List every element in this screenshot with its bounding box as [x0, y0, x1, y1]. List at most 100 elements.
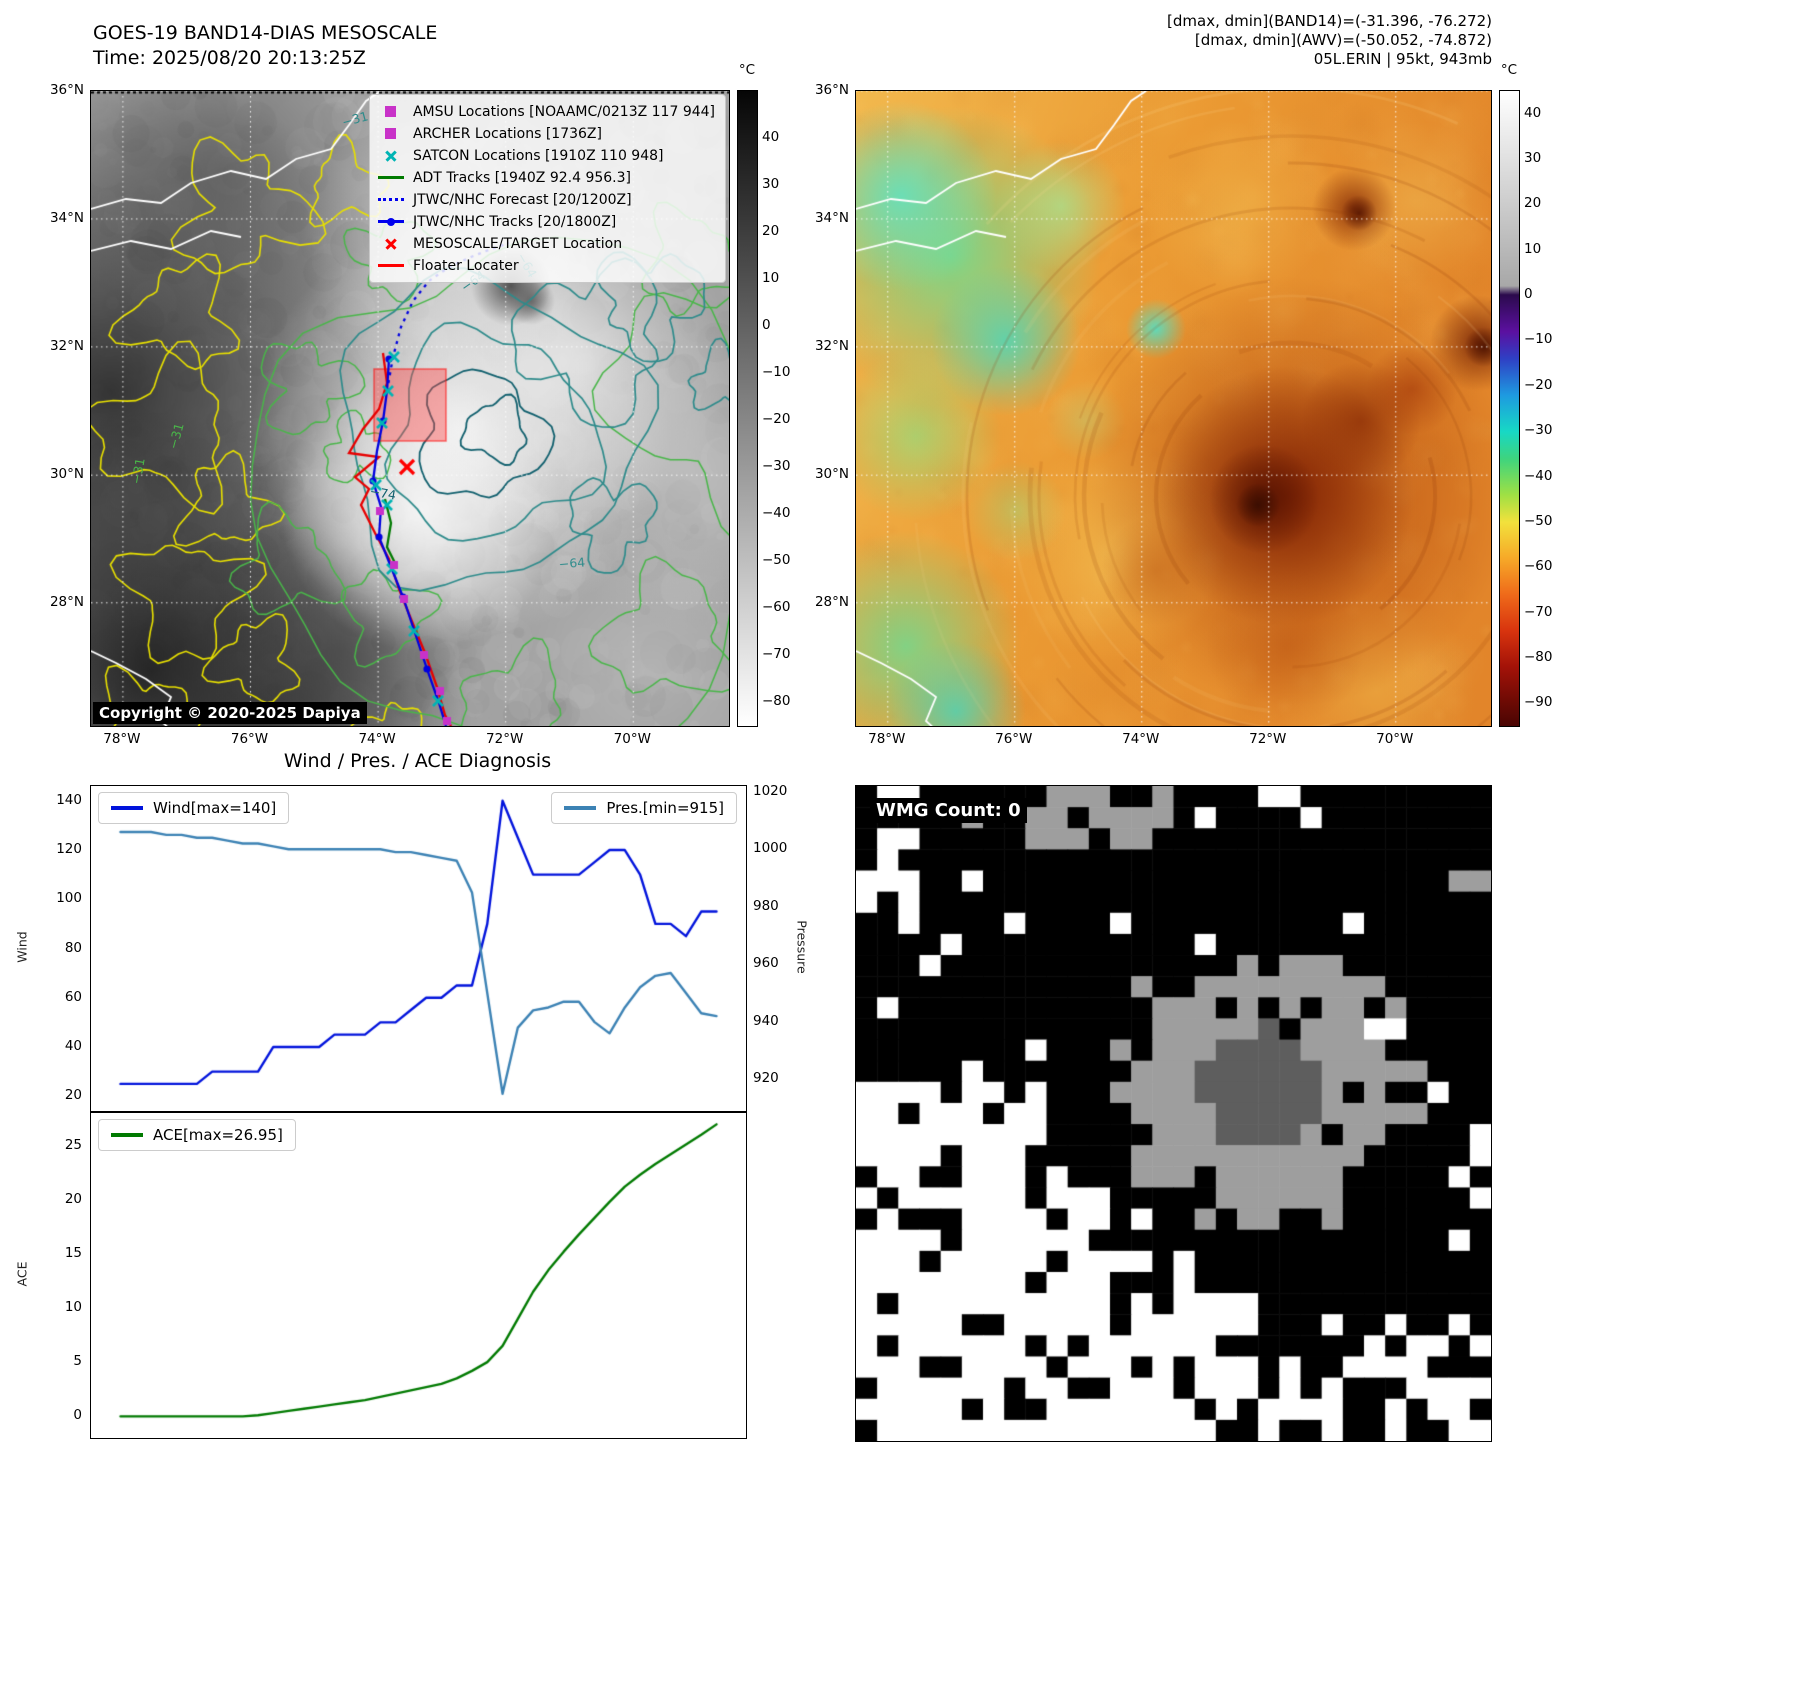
lon-tick-label: 74°W [1122, 731, 1160, 747]
wind-pressure-lines [91, 786, 746, 1111]
wmg-grid-image [856, 786, 1491, 1441]
y-axis-label: Pressure [794, 920, 810, 974]
y-axis-tick-label: 1000 [753, 840, 788, 857]
lat-tick-label: 36°N [49, 82, 84, 98]
pressure-line-swatch [564, 806, 597, 810]
legend-item-label: ARCHER Locations [1736Z] [412, 125, 602, 142]
y-axis-tick-label: 140 [56, 791, 82, 808]
lat-tick-label: 32°N [49, 337, 84, 354]
lat-tick-label: 30°N [814, 466, 849, 483]
colorbar-tick-label: 40 [762, 129, 780, 146]
legend-item: MESOSCALE/TARGET Location [378, 233, 715, 254]
legend-item: ARCHER Locations [1736Z] [378, 123, 715, 144]
colorbar-tick-label: −30 [1524, 422, 1553, 439]
wind-pressure-chart [90, 785, 747, 1112]
y-axis-tick-label: 100 [56, 890, 82, 907]
colorbar-tick-label: −70 [762, 646, 791, 663]
legend-item: Floater Locater [377, 255, 715, 276]
storm-id-intensity-text: 05L.ERIN | 95kt, 943mb [1313, 50, 1492, 68]
colorbar-tick-label: −20 [762, 411, 791, 428]
dmax-dmin-band14-text: [dmax, dmin](BAND14)=(-31.396, -76.272) [1167, 12, 1492, 30]
lon-tick-label: 76°W [230, 731, 269, 747]
y-axis-tick-label: 5 [73, 1353, 82, 1370]
wmg-panel: WMG Count: 0 [855, 785, 1492, 1442]
line-marker-icon [377, 259, 404, 273]
y-axis-tick-label: 60 [64, 988, 82, 1005]
y-axis-tick-label: 40 [64, 1037, 82, 1054]
lon-tick-label: 78°W [868, 731, 906, 747]
awv-colorbar [1499, 90, 1520, 727]
contour-label: −64 [557, 554, 586, 572]
colorbar-tick-label: −50 [1524, 512, 1553, 529]
colorbar-tick-label: 20 [762, 223, 780, 240]
legend-item-label: AMSU Locations [NOAAMC/0213Z 117 944] [412, 103, 715, 120]
y-axis-tick-label: 20 [64, 1087, 82, 1104]
colorbar-tick-label: −10 [762, 364, 791, 381]
legend-item-label: JTWC/NHC Forecast [20/1200Z] [412, 191, 632, 208]
legend-item: JTWC/NHC Forecast [20/1200Z] [377, 189, 715, 210]
copyright-label: Copyright © 2020-2025 Dapiya [93, 702, 367, 724]
ace-chart [90, 1112, 747, 1439]
lon-tick-label: 70°W [1376, 731, 1414, 747]
colorbar-tick-label: −30 [762, 458, 791, 475]
awv-map-panel [855, 90, 1492, 727]
colorbar-tick-label: 0 [762, 317, 771, 334]
y-axis-tick-label: 920 [753, 1070, 779, 1087]
legend-item: ADT Tracks [1940Z 92.4 956.3] [377, 167, 715, 188]
pressure-legend-label: Pres.[min=915] [606, 799, 724, 817]
line-marker-icon [377, 171, 404, 185]
legend-item: JTWC/NHC Tracks [20/1800Z] [377, 211, 715, 232]
y-axis-tick-label: 10 [64, 1299, 82, 1315]
lat-tick-label: 34°N [49, 209, 84, 226]
colorbar-tick-label: 30 [762, 176, 780, 193]
colorbar-tick-label: −70 [1524, 603, 1553, 620]
legend-item-label: JTWC/NHC Tracks [20/1800Z] [412, 213, 617, 230]
y-axis-label: Wind [14, 931, 30, 963]
y-axis-tick-label: 1020 [753, 782, 788, 799]
band14-subtitle: Time: 2025/08/20 20:13:25Z [93, 47, 366, 69]
colorbar-tick-label: −20 [1524, 376, 1553, 393]
square-marker-icon [378, 105, 404, 119]
colorbar-tick-label: −40 [762, 505, 791, 522]
lat-tick-label: 28°N [814, 593, 849, 610]
ace-legend: ACE[max=26.95] [98, 1119, 296, 1151]
lat-tick-label: 32°N [814, 337, 849, 354]
colorbar-tick-label: −50 [762, 552, 791, 569]
colorbar-tick-label: 30 [1524, 150, 1542, 167]
colorbar-tick-label: −90 [1524, 694, 1553, 711]
y-axis-tick-label: 980 [753, 897, 779, 914]
colorbar-tick-label: 10 [1524, 240, 1542, 257]
wind-legend: Wind[max=140] [98, 792, 290, 824]
band14-map-panel: AMSU Locations [NOAAMC/0213Z 117 944] ARC… [90, 90, 730, 727]
wmg-count-label: WMG Count: 0 [870, 798, 1027, 823]
lon-tick-label: 76°W [995, 731, 1033, 747]
colorbar-tick-label: 40 [1524, 104, 1542, 121]
band14-colorbar-unit: °C [738, 62, 756, 78]
legend-item-label: ADT Tracks [1940Z 92.4 956.3] [412, 169, 631, 186]
square-marker-icon [378, 127, 404, 141]
legend-item-label: SATCON Locations [1910Z 110 948] [412, 147, 664, 164]
y-axis-tick-label: 25 [64, 1136, 82, 1153]
diagnosis-title: Wind / Pres. / ACE Diagnosis [283, 750, 552, 772]
colorbar-tick-label: 10 [762, 270, 780, 287]
dotted-marker-icon [377, 193, 404, 207]
awv-satellite-image [856, 91, 1491, 726]
lat-tick-label: 34°N [814, 209, 849, 226]
y-axis-tick-label: 80 [64, 939, 82, 956]
wind-line-swatch [111, 806, 143, 810]
lat-tick-label: 30°N [49, 466, 84, 483]
awv-colorbar-unit: °C [1500, 62, 1518, 78]
colorbar-tick-label: −10 [1524, 331, 1553, 348]
wind-legend-label: Wind[max=140] [153, 799, 277, 817]
y-axis-tick-label: 120 [56, 841, 82, 857]
y-axis-tick-label: 960 [753, 955, 779, 972]
colorbar-tick-label: 0 [1524, 286, 1533, 303]
lat-tick-label: 36°N [814, 82, 849, 98]
colorbar-tick-label: 20 [1524, 195, 1542, 212]
legend-item: SATCON Locations [1910Z 110 948] [378, 145, 715, 166]
y-axis-tick-label: 0 [73, 1407, 82, 1424]
colorbar-tick-label: −60 [762, 599, 791, 616]
lon-tick-label: 70°W [613, 731, 651, 747]
band14-title: GOES-19 BAND14-DIAS MESOSCALE [93, 22, 438, 44]
map-legend: AMSU Locations [NOAAMC/0213Z 117 944] ARC… [368, 94, 726, 283]
